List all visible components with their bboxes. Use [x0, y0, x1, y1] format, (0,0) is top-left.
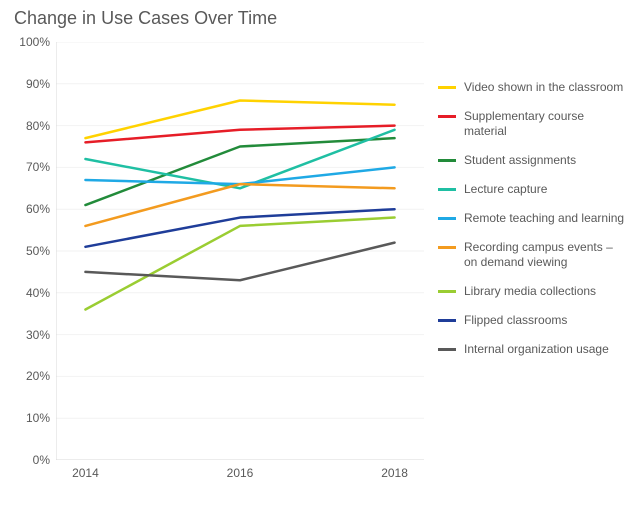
- legend-label: Supplementary course material: [464, 109, 628, 139]
- legend-swatch: [438, 290, 456, 293]
- legend-swatch: [438, 319, 456, 322]
- legend-item: Recording campus events – on demand view…: [438, 240, 628, 270]
- y-tick-label: 20%: [26, 369, 56, 383]
- y-tick-label: 30%: [26, 328, 56, 342]
- y-tick-label: 90%: [26, 77, 56, 91]
- legend-swatch: [438, 246, 456, 249]
- series-line: [85, 167, 394, 184]
- line-chart: Change in Use Cases Over Time 0%10%20%30…: [0, 0, 644, 505]
- series-line: [85, 243, 394, 281]
- legend-label: Flipped classrooms: [464, 313, 628, 328]
- x-tick-label: 2016: [227, 460, 254, 480]
- legend-label: Lecture capture: [464, 182, 628, 197]
- legend-label: Student assignments: [464, 153, 628, 168]
- legend-swatch: [438, 86, 456, 89]
- legend-swatch: [438, 159, 456, 162]
- legend-swatch: [438, 188, 456, 191]
- legend-label: Remote teaching and learning: [464, 211, 628, 226]
- legend-item: Lecture capture: [438, 182, 628, 197]
- legend-label: Internal organization usage: [464, 342, 628, 357]
- y-tick-label: 50%: [26, 244, 56, 258]
- y-tick-label: 0%: [33, 453, 56, 467]
- y-tick-label: 10%: [26, 411, 56, 425]
- series-line: [85, 101, 394, 139]
- y-tick-label: 40%: [26, 286, 56, 300]
- legend-item: Supplementary course material: [438, 109, 628, 139]
- legend-label: Library media collections: [464, 284, 628, 299]
- series-line: [85, 209, 394, 247]
- y-tick-label: 70%: [26, 160, 56, 174]
- legend-swatch: [438, 348, 456, 351]
- legend-label: Recording campus events – on demand view…: [464, 240, 628, 270]
- y-tick-label: 60%: [26, 202, 56, 216]
- legend-label: Video shown in the classroom: [464, 80, 628, 95]
- legend-item: Internal organization usage: [438, 342, 628, 357]
- series-line: [85, 218, 394, 310]
- legend-item: Video shown in the classroom: [438, 80, 628, 95]
- x-tick-label: 2014: [72, 460, 99, 480]
- legend-item: Student assignments: [438, 153, 628, 168]
- y-tick-label: 80%: [26, 119, 56, 133]
- plot-svg: [56, 42, 424, 460]
- legend-swatch: [438, 115, 456, 118]
- legend-item: Library media collections: [438, 284, 628, 299]
- plot-area: 0%10%20%30%40%50%60%70%80%90%100%2014201…: [56, 42, 424, 460]
- legend-item: Remote teaching and learning: [438, 211, 628, 226]
- y-tick-label: 100%: [19, 35, 56, 49]
- x-tick-label: 2018: [381, 460, 408, 480]
- legend-item: Flipped classrooms: [438, 313, 628, 328]
- chart-title: Change in Use Cases Over Time: [14, 8, 277, 29]
- legend: Video shown in the classroom Supplementar…: [438, 80, 628, 371]
- legend-swatch: [438, 217, 456, 220]
